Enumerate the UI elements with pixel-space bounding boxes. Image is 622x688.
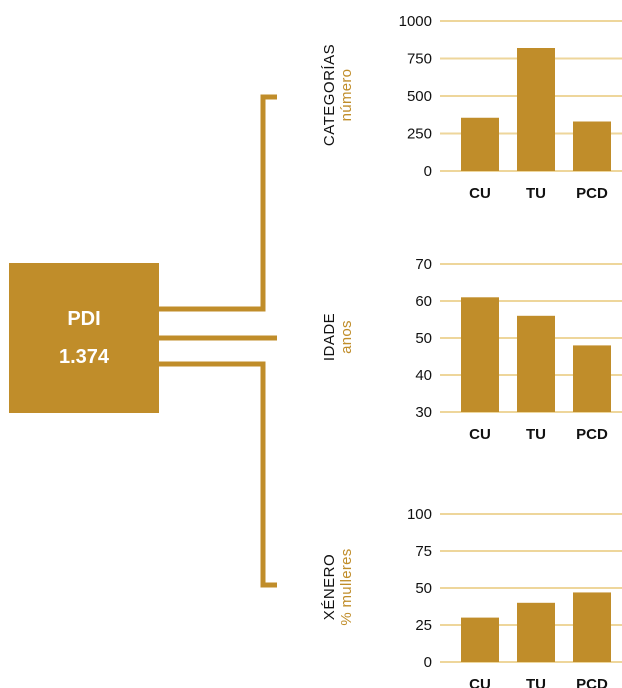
x-tick-label: CU xyxy=(469,426,491,443)
pdi-box: PDI 1.374 xyxy=(9,263,159,413)
y-tick-label: 25 xyxy=(415,617,432,634)
y-tick-label: 1000 xyxy=(399,13,432,30)
connector-top xyxy=(159,94,277,312)
bar xyxy=(573,592,611,662)
y-tick-label: 60 xyxy=(415,293,432,310)
y-tick-label: 75 xyxy=(415,543,432,560)
bar xyxy=(573,345,611,412)
pdi-label: PDI xyxy=(67,308,101,330)
y-tick-label: 70 xyxy=(415,256,432,273)
bar xyxy=(517,315,555,412)
y-tick-label: 0 xyxy=(424,654,432,671)
y-tick-label: 0 xyxy=(424,163,432,180)
x-tick-label: PCD xyxy=(576,426,608,443)
y-tick-label: 40 xyxy=(415,367,432,384)
x-tick-label: PCD xyxy=(576,676,608,688)
bar xyxy=(461,617,499,662)
bar xyxy=(573,121,611,171)
x-tick-label: CU xyxy=(469,185,491,202)
y-tick-label: 250 xyxy=(407,126,432,143)
pdi-value: 1.374 xyxy=(58,346,110,368)
bar xyxy=(517,602,555,662)
x-tick-label: TU xyxy=(526,676,546,688)
x-tick-label: TU xyxy=(526,185,546,202)
y-tick-label: 50 xyxy=(415,330,432,347)
y-tick-label: 750 xyxy=(407,51,432,68)
y-tick-label: 50 xyxy=(415,580,432,597)
y-tick-label: 100 xyxy=(407,506,432,523)
bar xyxy=(461,117,499,171)
x-tick-label: CU xyxy=(469,676,491,688)
x-tick-label: PCD xyxy=(576,185,608,202)
bar xyxy=(517,48,555,171)
x-tick-label: TU xyxy=(526,426,546,443)
connector-bottom xyxy=(159,361,277,588)
y-tick-label: 500 xyxy=(407,88,432,105)
bar xyxy=(461,297,499,412)
y-tick-label: 30 xyxy=(415,404,432,421)
